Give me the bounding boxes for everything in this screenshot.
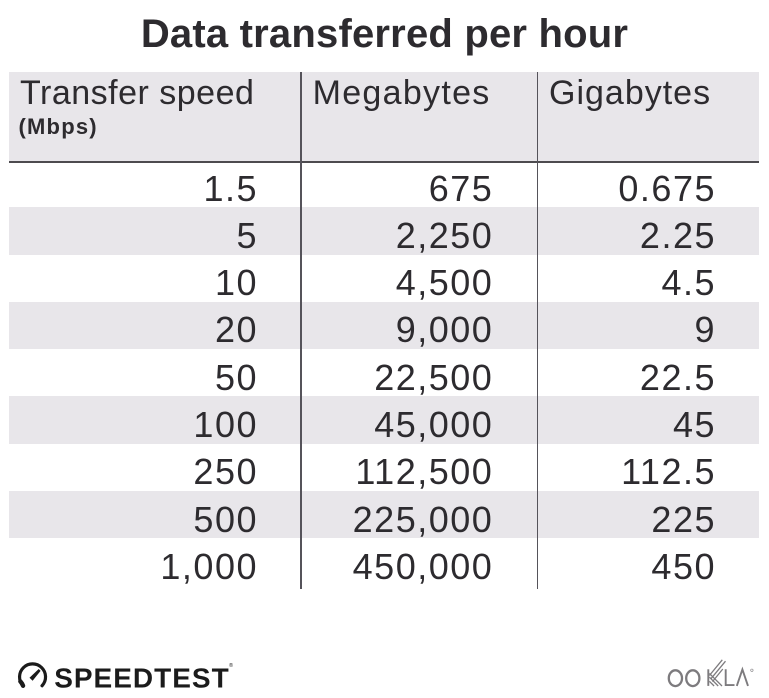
svg-text:SPEEDTEST: SPEEDTEST <box>54 662 229 693</box>
svg-text:®: ® <box>229 662 233 669</box>
